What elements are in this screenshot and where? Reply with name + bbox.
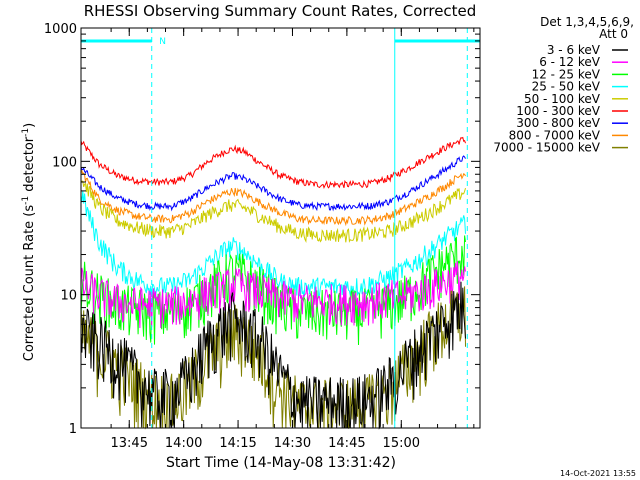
x-tick-label-3: 14:30	[274, 436, 311, 451]
legend-label-0: 3 - 6 keV	[547, 43, 601, 57]
series-line-4	[80, 180, 466, 244]
legend-label-5: 100 - 300 keV	[516, 104, 600, 118]
legend-label-7: 800 - 7000 keV	[509, 128, 601, 142]
x-tick-label-5: 15:00	[383, 436, 420, 451]
y-tick-label-0: 1000	[44, 22, 77, 37]
legend-label-2: 12 - 25 keV	[532, 67, 601, 81]
footer-timestamp: 14-Oct-2021 13:55	[560, 469, 636, 478]
y-axis-label-sup2: -1	[21, 128, 31, 137]
legend-label-6: 300 - 800 keV	[516, 116, 600, 130]
legend-header-detectors: Det 1,3,4,5,6,9,	[540, 15, 634, 29]
legend-label-8: 7000 - 15000 keV	[493, 141, 600, 155]
y-axis-label-end: )	[22, 123, 37, 128]
axes: 13:45 14:00 14:15 14:30 14:45 15:00 1000 100 10 1	[44, 22, 481, 451]
series-line-6	[80, 155, 466, 212]
y-axis-label: Corrected Count Rate (s-1 detector-1)	[21, 123, 37, 361]
y-tick-label-1: 100	[52, 155, 77, 170]
x-tick-label-0: 13:45	[111, 436, 148, 451]
series-line-0	[80, 281, 466, 430]
series-line-8	[80, 286, 466, 430]
legend-label-1: 6 - 12 keV	[539, 55, 601, 69]
y-axis-label-mid: detector	[22, 136, 37, 196]
x-axis-label: Start Time (14-May-08 13:31:42)	[166, 455, 396, 471]
x-tick-label-1: 14:00	[165, 436, 202, 451]
series-line-1	[80, 261, 466, 329]
series-line-3	[80, 190, 466, 299]
legend-label-3: 25 - 50 keV	[532, 80, 601, 94]
y-tick-label-3: 1	[69, 422, 77, 437]
y-axis-label-sup1: -1	[21, 196, 31, 205]
x-tick-label-2: 14:15	[219, 436, 256, 451]
series-line-2	[80, 235, 466, 346]
y-axis-label-main: Corrected Count Rate (s	[22, 205, 37, 362]
legend-header-attenuator: Att 0	[599, 27, 628, 41]
saa-flag-label: N	[159, 37, 166, 47]
x-tick-label-4: 14:45	[328, 436, 365, 451]
y-tick-label-2: 10	[60, 289, 77, 304]
series-line-5	[80, 136, 466, 189]
series-line-7	[80, 169, 466, 227]
chart-title: RHESSI Observing Summary Count Rates, Co…	[84, 2, 477, 20]
legend-label-4: 50 - 100 keV	[524, 92, 601, 106]
plot-frame	[80, 27, 481, 429]
